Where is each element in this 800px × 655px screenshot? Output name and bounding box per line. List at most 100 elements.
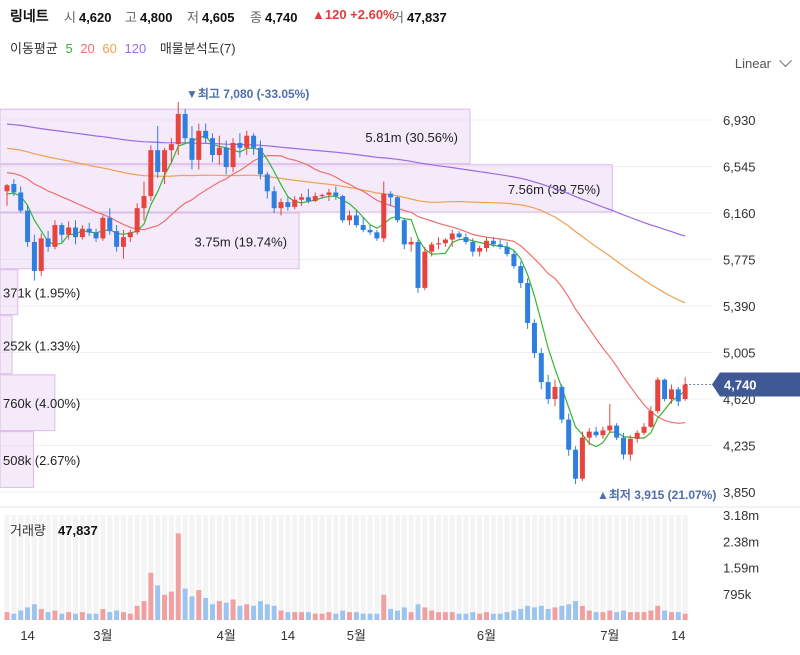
volume-bar [305, 612, 311, 620]
y-tick-label: 5,775 [723, 253, 756, 268]
candle-body [394, 197, 400, 221]
volume-bar [86, 613, 92, 620]
volume-bar [634, 612, 640, 620]
volume-bg-column [552, 515, 558, 620]
volume-bg-column [497, 515, 503, 620]
volume-bg-column [292, 515, 298, 620]
candle-body [429, 244, 435, 252]
volume-bg-column [655, 515, 661, 620]
volume-bar [196, 590, 202, 620]
candle-body [518, 266, 524, 284]
volume-bar [333, 613, 339, 620]
volume-bg-column [203, 515, 209, 620]
current-price-tag [712, 372, 800, 397]
volume-bg-column [230, 515, 236, 620]
volume-bg-column [210, 515, 215, 620]
volume-bar [216, 601, 222, 620]
volume-bar [497, 613, 503, 620]
volume-profile-label: 7.56m (39.75%) [508, 182, 601, 197]
candle-body [449, 233, 455, 240]
volume-profile-label: 252k (1.33%) [3, 338, 80, 353]
volume-bar [299, 612, 305, 620]
x-tick-label: 4월 [217, 628, 236, 643]
volume-bg-column [100, 515, 106, 620]
candle-body [251, 135, 257, 148]
price-change: ▲120 +2.60% [312, 7, 395, 22]
volume-bg-column [545, 515, 551, 620]
volume-bg-column [470, 515, 476, 620]
volume-bar [93, 613, 99, 620]
volume-bar [374, 613, 380, 620]
y-tick-label: 5,390 [723, 299, 756, 314]
volume-bg-column [621, 515, 626, 620]
candle-body [45, 238, 51, 247]
volume-bg-column [237, 515, 243, 620]
volume-bar [257, 601, 263, 620]
volume-bg-column [73, 515, 78, 620]
volume-bar [25, 607, 31, 620]
volume-value: 47,837 [58, 523, 98, 538]
volume-bg-column [38, 515, 44, 620]
volume-bg-column [107, 515, 113, 620]
volume-bg-column [566, 515, 572, 620]
volume-bg-column [600, 515, 606, 620]
volume-bar [484, 612, 489, 620]
volume-bar [203, 597, 209, 620]
volume-profile-label[interactable]: 매물분석도(7) [159, 41, 236, 56]
candle-body [79, 228, 85, 238]
scale-select[interactable]: Linear [735, 54, 792, 71]
volume-bar [18, 610, 24, 620]
volume-title: 거래량 [10, 523, 46, 538]
high-annotation: ▼최고 7,080 (-33.05%) [186, 86, 309, 101]
volume-bar [237, 605, 243, 620]
candle-body [641, 426, 647, 433]
volume-bar [525, 605, 531, 620]
volume-bar [175, 533, 181, 620]
moving-average-legend[interactable]: 이동평균 5 20 60 120 매물분석도(7) [10, 38, 240, 57]
candle-body [573, 449, 579, 479]
x-tick-label: 5월 [347, 628, 366, 643]
volume-bar [210, 604, 215, 620]
volume-bg-column [31, 515, 37, 620]
volume-bar [223, 602, 229, 620]
stock-header: 링네트 시 4,620 고 4,800 저 4,605 종 4,740 ▲120 +2.… [0, 0, 800, 32]
volume-bg-column [675, 515, 681, 620]
volume-bg-column [374, 515, 380, 620]
volume-bar [381, 594, 387, 620]
volume-bar [251, 605, 257, 620]
candle-body [189, 138, 195, 160]
volume-bg-column [477, 515, 483, 620]
volume-bg-column [326, 515, 332, 620]
volume-bar [292, 612, 298, 620]
volume-bg-column [299, 515, 305, 620]
volume-bar [52, 610, 58, 620]
volume-bg-column [305, 515, 311, 620]
candle-body [408, 241, 414, 245]
candle-body [114, 231, 120, 247]
volume-bg-column [257, 515, 263, 620]
volume-bg-column [573, 515, 579, 620]
chevron-down-icon [779, 54, 792, 68]
volume-bg-column [120, 515, 126, 620]
volume-bg-column [347, 515, 352, 620]
volume-bg-column [401, 515, 407, 620]
volume-bar [518, 608, 524, 620]
candle-body [552, 386, 558, 399]
volume-bar [347, 612, 352, 620]
volume-bg-column [223, 515, 229, 620]
volume-bg-column [360, 515, 366, 620]
candle-body [367, 229, 373, 233]
volume-bar [579, 605, 585, 620]
volume-bg-column [511, 515, 517, 620]
ma60-line [6, 147, 686, 304]
volume-profile-bar [0, 431, 34, 488]
volume-bar [682, 613, 688, 620]
volume-bg-column [381, 515, 387, 620]
volume-bg-column [614, 515, 620, 620]
volume-bar [422, 607, 428, 620]
volume-bg-column [490, 515, 496, 620]
x-tick-label: 14 [671, 628, 685, 643]
volume-bar [278, 610, 284, 620]
candle-body [374, 232, 380, 239]
